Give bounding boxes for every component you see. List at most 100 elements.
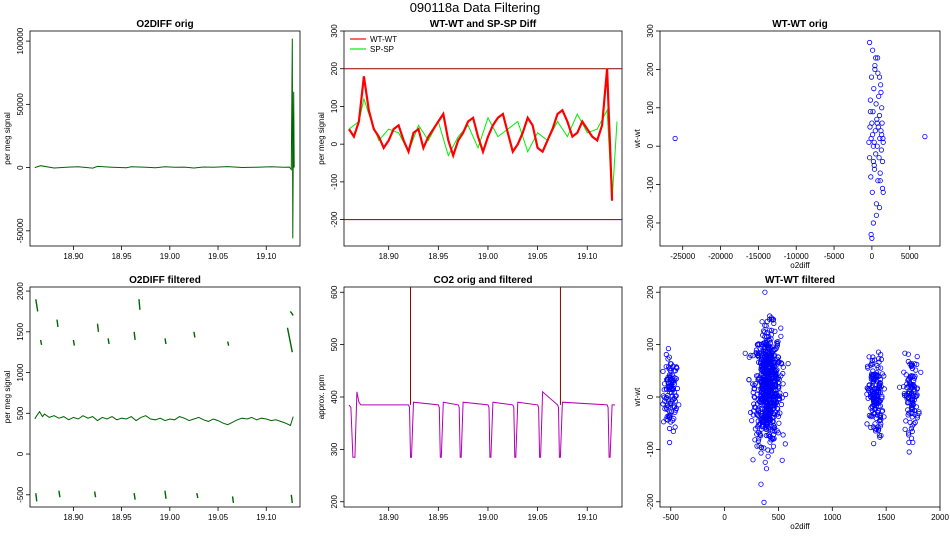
panel-o2diff-orig: O2DIFF orig 18.90 18.95 19.00 19.05 19.10 -500… — [3, 19, 301, 261]
plot-frame — [29, 286, 301, 508]
data-point — [772, 383, 779, 389]
data-point — [676, 402, 682, 408]
data-point — [878, 147, 885, 153]
data-point — [878, 89, 884, 96]
data-point — [772, 393, 778, 400]
data-point — [914, 385, 921, 391]
data-point — [918, 369, 924, 375]
data-point — [763, 466, 770, 472]
y-tick-label: 100 — [330, 99, 339, 113]
x-tick-label: -500 — [663, 513, 680, 522]
data-point — [908, 435, 915, 441]
x-tick-label: 5000 — [901, 252, 919, 261]
data-point — [661, 387, 667, 393]
data-point — [902, 426, 908, 432]
data-point — [869, 407, 875, 414]
data-point — [758, 409, 764, 415]
data-point — [764, 329, 770, 336]
data-point — [922, 134, 928, 140]
data-point — [766, 431, 772, 437]
x-tick-label: 18.95 — [428, 513, 449, 522]
data-point — [866, 39, 873, 46]
y-tick-label: 300 — [646, 24, 655, 38]
data-point — [780, 381, 786, 387]
data-point — [778, 325, 784, 331]
data-point — [868, 413, 875, 419]
data-point — [758, 396, 764, 402]
data-point — [877, 170, 883, 176]
data-point — [774, 411, 781, 417]
data-point — [906, 432, 912, 438]
data-point — [904, 400, 911, 406]
y-tick-label: 0 — [16, 165, 25, 170]
data-point — [877, 82, 884, 88]
series-line — [348, 68, 614, 201]
series-segment — [231, 496, 235, 504]
y-tick-label: 2000 — [16, 282, 25, 300]
data-point — [871, 399, 878, 406]
data-point — [868, 231, 874, 238]
data-point — [866, 155, 873, 161]
data-point — [869, 361, 875, 367]
y-tick-label: 200 — [330, 62, 339, 76]
panel-o2diff-filtered: O2DIFF filtered 18.90 18.95 19.00 19.05 19.10… — [3, 275, 301, 522]
data-point — [905, 351, 911, 357]
data-point — [909, 428, 915, 435]
y-axis-label: wt-wt — [633, 128, 642, 148]
data-point — [911, 386, 918, 392]
data-point — [866, 354, 872, 360]
data-point — [758, 450, 764, 456]
data-point — [873, 55, 879, 61]
series-segment — [93, 491, 97, 498]
data-point — [764, 370, 771, 377]
data-point — [763, 419, 769, 425]
data-point — [907, 361, 913, 367]
data-point — [879, 120, 885, 126]
data-point — [770, 399, 776, 405]
data-point — [667, 361, 674, 367]
data-point — [774, 428, 780, 434]
series-segment — [58, 490, 61, 498]
data-point — [777, 410, 783, 416]
data-point — [768, 332, 775, 338]
data-point — [755, 354, 762, 360]
data-point — [879, 132, 885, 138]
data-point — [672, 424, 678, 430]
data-point — [870, 424, 877, 430]
data-point — [875, 356, 882, 362]
data-point — [876, 388, 882, 394]
y-tick-label: 300 — [330, 442, 339, 456]
data-point — [779, 457, 785, 463]
data-point — [750, 381, 756, 387]
data-point — [914, 392, 920, 398]
data-point — [761, 499, 767, 505]
y-axis-label: per meg signal — [3, 371, 12, 424]
data-point — [909, 393, 916, 399]
x-tick-label: 19.05 — [208, 513, 229, 522]
y-tick-label: 600 — [330, 285, 339, 299]
data-point — [673, 407, 679, 413]
data-point — [762, 289, 768, 295]
legend-label: WT-WT — [370, 35, 397, 44]
legend-label: SP-SP — [370, 45, 394, 54]
plot-frame — [343, 30, 623, 247]
data-point — [758, 349, 765, 355]
plot-frame — [29, 30, 301, 247]
data-point — [767, 364, 774, 370]
data-point — [764, 403, 770, 409]
data-point — [673, 364, 680, 370]
data-point — [902, 350, 908, 356]
data-point — [873, 415, 879, 421]
data-point — [870, 220, 877, 226]
data-point — [758, 481, 764, 487]
data-point — [751, 394, 757, 400]
y-tick-label: 300 — [330, 24, 339, 38]
panel-title: CO2 orig and filtered — [434, 275, 533, 286]
data-point — [901, 392, 908, 398]
data-point — [864, 385, 870, 391]
data-point — [774, 343, 781, 349]
data-point — [763, 404, 770, 410]
data-point — [666, 425, 673, 432]
data-point — [771, 411, 777, 417]
data-point — [906, 449, 912, 455]
